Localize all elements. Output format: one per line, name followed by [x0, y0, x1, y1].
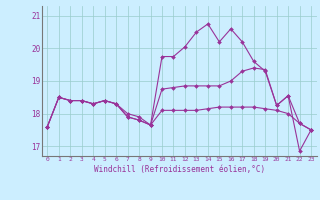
X-axis label: Windchill (Refroidissement éolien,°C): Windchill (Refroidissement éolien,°C): [94, 165, 265, 174]
